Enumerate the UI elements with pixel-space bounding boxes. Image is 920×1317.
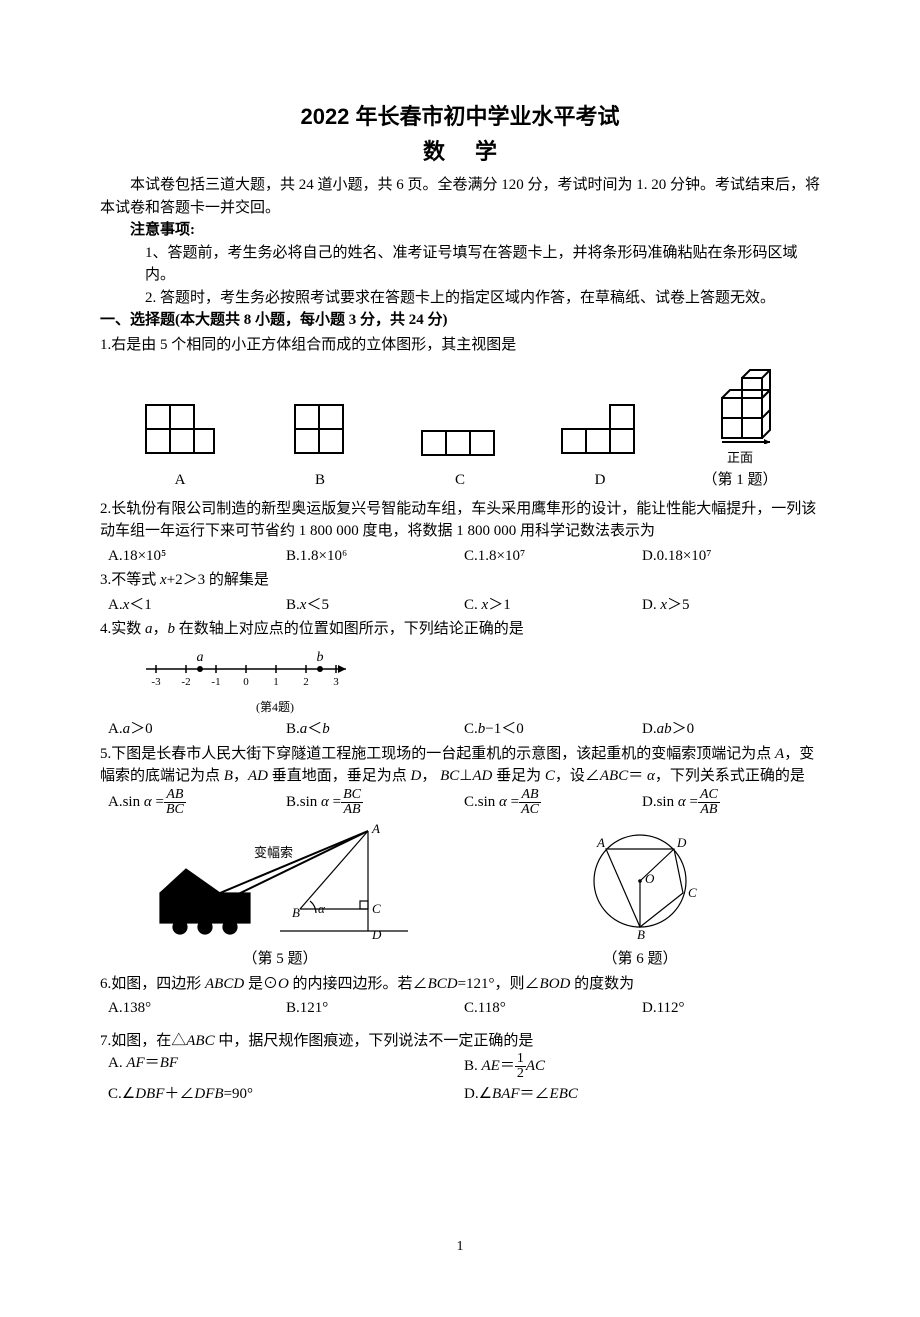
- q5-opt-a: A.sin α =ABBC: [108, 788, 286, 817]
- q6-opt-d: D.112°: [642, 997, 820, 1020]
- q1-label-b: B: [250, 469, 390, 492]
- svg-text:D: D: [371, 927, 382, 941]
- svg-text:2: 2: [303, 676, 309, 688]
- section-1-title: 一、选择题(本大题共 8 小题，每小题 3 分，共 24 分): [100, 309, 820, 332]
- question-3: 3.不等式 x+2＞3 的解集是 A.x＜1 B.x＜5 C. x＞1 D. x…: [100, 569, 820, 616]
- q7-stem: 7.如图，在△ABC 中，据尺规作图痕迹，下列说法不一定正确的是: [100, 1030, 820, 1053]
- q7-opt-b: B. AE＝12AC: [464, 1052, 820, 1081]
- question-2: 2.长轨份有限公司制造的新型奥运版复兴号智能动车组，车头采用鹰隼形的设计，能让性…: [100, 498, 820, 568]
- question-4: 4.实数 a，b 在数轴上对应点的位置如图所示，下列结论正确的是 a b -3 -…: [100, 618, 820, 741]
- q6-stem: 6.如图，四边形 ABCD 是⊙O 的内接四边形。若∠BCD=121°，则∠BO…: [100, 973, 820, 996]
- q4-stem: 4.实数 a，b 在数轴上对应点的位置如图所示，下列结论正确的是: [100, 618, 820, 641]
- page-number: 1: [100, 1236, 820, 1257]
- q7-opt-c: C.∠DBF＋∠DFB=90°: [108, 1083, 464, 1106]
- q1-opt-b-fig: [250, 404, 390, 468]
- notice-item-2: 2. 答题时，考生务必按照考试要求在答题卡上的指定区域内作答，在草稿纸、试卷上答…: [100, 287, 820, 310]
- svg-text:A: A: [596, 835, 605, 850]
- q1-opt-c-fig: [390, 430, 530, 468]
- q1-figures: 正面: [110, 364, 810, 467]
- q1-option-labels: A B C D （第 1 题）: [110, 469, 810, 492]
- q2-stem: 2.长轨份有限公司制造的新型奥运版复兴号智能动车组，车头采用鹰隼形的设计，能让性…: [100, 498, 820, 543]
- q5-q6-figures: A B C D α 变幅索 （第 5 题）: [100, 821, 820, 971]
- q5-opt-b: B.sin α =BCAB: [286, 788, 464, 817]
- q7-options: A. AF＝BF B. AE＝12AC C.∠DBF＋∠DFB=90° D.∠B…: [108, 1052, 820, 1106]
- q2-opt-d: D.0.18×10⁷: [642, 545, 820, 568]
- q5-opt-d: D.sin α =ACAB: [642, 788, 820, 817]
- q5-caption: （第 5 题）: [100, 948, 460, 971]
- q5-opt-c: C.sin α =ABAC: [464, 788, 642, 817]
- exam-title: 2022 年长春市初中学业水平考试: [100, 100, 820, 133]
- svg-text:B: B: [292, 905, 300, 920]
- q6-caption: （第 6 题）: [460, 948, 820, 971]
- exam-intro: 本试卷包括三道大题，共 24 道小题，共 6 页。全卷满分 120 分，考试时间…: [100, 174, 820, 219]
- q2-opt-a: A.18×10⁵: [108, 545, 286, 568]
- svg-text:C: C: [688, 885, 697, 900]
- q4-caption: (第4题): [180, 698, 370, 716]
- svg-text:D: D: [676, 835, 687, 850]
- q1-stem: 1.右是由 5 个相同的小正方体组合而成的立体图形，其主视图是: [100, 334, 820, 357]
- q1-opt-a-fig: [110, 404, 250, 468]
- q4-opt-d: D.ab＞0: [642, 718, 820, 741]
- q4-opt-a: A.a＞0: [108, 718, 286, 741]
- q4-opt-b: B.a＜b: [286, 718, 464, 741]
- q3-opt-a: A.x＜1: [108, 594, 286, 617]
- notice-item-1: 1、答题前，考生务必将自己的姓名、准考证号填写在答题卡上，并将条形码准确粘贴在条…: [100, 242, 820, 287]
- q1-label-c: C: [390, 469, 530, 492]
- svg-text:C: C: [372, 901, 381, 916]
- q4-options: A.a＞0 B.a＜b C.b−1＜0 D.ab＞0: [108, 718, 820, 741]
- q4-opt-c: C.b−1＜0: [464, 718, 642, 741]
- q2-options: A.18×10⁵ B.1.8×10⁶ C.1.8×10⁷ D.0.18×10⁷: [108, 545, 820, 568]
- q7-opt-d: D.∠BAF＝∠EBC: [464, 1083, 820, 1106]
- svg-text:O: O: [645, 871, 655, 886]
- svg-text:-1: -1: [211, 676, 220, 688]
- notice-title: 注意事项:: [100, 219, 820, 242]
- q1-opt-d-fig: [530, 404, 670, 468]
- q3-stem: 3.不等式 x+2＞3 的解集是: [100, 569, 820, 592]
- q3-opt-d: D. x＞5: [642, 594, 820, 617]
- question-5: 5.下图是长春市人民大街下穿隧道工程施工现场的一台起重机的示意图，该起重机的变幅…: [100, 743, 820, 971]
- svg-text:-2: -2: [181, 676, 190, 688]
- q2-opt-b: B.1.8×10⁶: [286, 545, 464, 568]
- q1-front-label: 正面: [670, 448, 810, 468]
- svg-text:A: A: [371, 821, 380, 836]
- question-6: 6.如图，四边形 ABCD 是⊙O 的内接四边形。若∠BCD=121°，则∠BO…: [100, 973, 820, 1020]
- q6-opt-b: B.121°: [286, 997, 464, 1020]
- svg-text:b: b: [317, 650, 324, 665]
- exam-subject: 数学: [100, 135, 820, 168]
- svg-text:B: B: [637, 927, 645, 941]
- q4-numberline: a b -3 -2 -1 0 1 2 3 (第4题): [140, 647, 820, 717]
- q6-opt-a: A.138°: [108, 997, 286, 1020]
- q1-3d-fig: 正面: [670, 364, 810, 467]
- q6-opt-c: C.118°: [464, 997, 642, 1020]
- svg-text:-3: -3: [151, 676, 161, 688]
- q2-opt-c: C.1.8×10⁷: [464, 545, 642, 568]
- svg-text:α: α: [318, 901, 326, 916]
- svg-text:1: 1: [273, 676, 279, 688]
- svg-text:a: a: [197, 650, 204, 665]
- bianfu-label: 变幅索: [254, 845, 293, 860]
- q5-figure: A B C D α 变幅索 （第 5 题）: [100, 821, 460, 971]
- q5-options: A.sin α =ABBC B.sin α =BCAB C.sin α =ABA…: [108, 788, 820, 817]
- q6-figure: A D C B O （第 6 题）: [460, 821, 820, 971]
- question-7: 7.如图，在△ABC 中，据尺规作图痕迹，下列说法不一定正确的是 A. AF＝B…: [100, 1030, 820, 1106]
- q1-label-a: A: [110, 469, 250, 492]
- q3-opt-b: B.x＜5: [286, 594, 464, 617]
- svg-text:3: 3: [333, 676, 339, 688]
- q1-label-d: D: [530, 469, 670, 492]
- q3-opt-c: C. x＞1: [464, 594, 642, 617]
- svg-text:0: 0: [243, 676, 249, 688]
- question-1: 1.右是由 5 个相同的小正方体组合而成的立体图形，其主视图是: [100, 334, 820, 492]
- q1-fig-ref: （第 1 题）: [670, 469, 810, 492]
- q6-options: A.138° B.121° C.118° D.112°: [108, 997, 820, 1020]
- q5-stem: 5.下图是长春市人民大街下穿隧道工程施工现场的一台起重机的示意图，该起重机的变幅…: [100, 743, 820, 788]
- q7-opt-a: A. AF＝BF: [108, 1052, 464, 1081]
- q3-options: A.x＜1 B.x＜5 C. x＞1 D. x＞5: [108, 594, 820, 617]
